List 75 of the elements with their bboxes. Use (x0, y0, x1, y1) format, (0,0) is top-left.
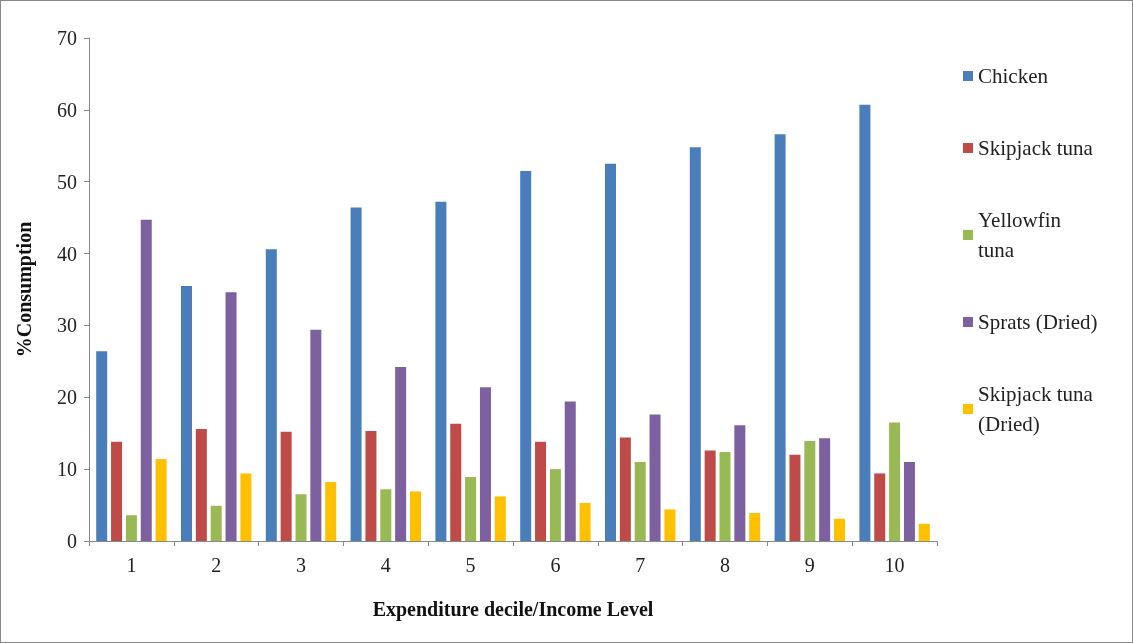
bar (240, 473, 252, 541)
x-tick-label: 4 (380, 554, 391, 576)
bar (549, 469, 561, 541)
y-axis-title: %Consumption (13, 221, 36, 358)
bar (734, 425, 746, 541)
bar (719, 451, 731, 541)
x-tick-label: 9 (804, 554, 815, 576)
bar (410, 491, 421, 541)
bar (494, 496, 506, 541)
bar (903, 461, 915, 541)
bar (804, 441, 816, 541)
bar (774, 134, 786, 541)
legend-label: Skipjack tuna (978, 136, 1094, 160)
bar (704, 450, 716, 541)
y-tick-label: 20 (57, 386, 77, 409)
bar (450, 423, 462, 541)
legend-label: Sprats (Dried) (978, 310, 1098, 334)
y-tick-label: 0 (67, 530, 77, 552)
x-tick-label: 6 (550, 554, 561, 576)
bar (564, 401, 576, 541)
bar (619, 437, 631, 541)
bar (479, 387, 491, 541)
bar (889, 422, 901, 541)
y-tick-label: 30 (57, 314, 77, 337)
bar (465, 477, 477, 541)
bar (280, 431, 292, 541)
bar (789, 454, 801, 541)
bar (605, 163, 616, 541)
bar (325, 482, 337, 541)
bar (664, 509, 676, 541)
bar (649, 414, 661, 541)
bar (125, 515, 137, 541)
bar (265, 249, 277, 541)
bar (210, 505, 222, 541)
bar (225, 292, 237, 541)
bar (859, 104, 871, 541)
bar (365, 431, 377, 541)
bar (535, 441, 547, 541)
y-tick-label: 50 (57, 170, 77, 193)
x-tick-label: 7 (635, 554, 646, 576)
bar (195, 428, 207, 541)
x-tick-label: 3 (296, 554, 306, 576)
bar (295, 494, 307, 541)
bar (350, 207, 362, 541)
x-tick-label: 5 (465, 554, 476, 576)
y-tick-label: 70 (57, 27, 77, 49)
bar (155, 459, 167, 541)
bar (310, 329, 322, 541)
bar (634, 461, 646, 541)
bar (819, 438, 831, 541)
bar (181, 285, 192, 541)
bar (96, 351, 108, 541)
bar (520, 170, 532, 541)
bar (111, 441, 123, 541)
bar (435, 201, 447, 541)
legend-label: Skipjack tuna (Dried) (978, 382, 1099, 436)
bar (140, 219, 152, 541)
y-tick-label: 40 (57, 242, 77, 265)
x-tick-label: 10 (884, 554, 905, 576)
bar (874, 473, 886, 541)
x-tick-label: 2 (211, 554, 222, 576)
x-tick-label: 1 (126, 554, 137, 576)
bar (689, 147, 701, 541)
x-tick-label: 8 (720, 554, 730, 576)
bar (834, 518, 845, 541)
y-tick-label: 10 (57, 458, 77, 481)
bar (395, 367, 407, 541)
legend-label: Yellowfin tuna (978, 208, 1067, 262)
y-tick-label: 60 (57, 98, 77, 121)
x-axis-title: Expenditure decile/Income Level (372, 598, 654, 621)
bar (918, 523, 930, 541)
legend-label: Chicken (978, 64, 1049, 88)
bar (749, 512, 761, 541)
bar (380, 489, 392, 541)
bar (579, 502, 591, 541)
